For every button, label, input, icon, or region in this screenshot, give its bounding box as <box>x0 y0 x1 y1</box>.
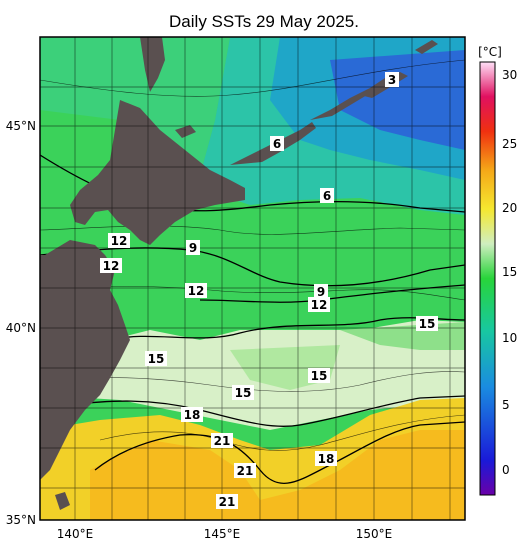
svg-text:15: 15 <box>235 386 252 400</box>
svg-text:21: 21 <box>219 495 236 509</box>
svg-text:12: 12 <box>311 298 328 312</box>
svg-text:20: 20 <box>502 201 517 215</box>
colorbar: [°C] 30 25 20 15 10 5 0 <box>478 45 517 496</box>
svg-text:15: 15 <box>502 265 517 279</box>
contour-label-21: 21 <box>211 433 233 448</box>
svg-text:6: 6 <box>323 189 331 203</box>
svg-text:15: 15 <box>311 369 328 383</box>
svg-text:0: 0 <box>502 463 510 477</box>
contour-label-12: 12 <box>185 283 207 298</box>
lat-label-45: 45°N <box>6 119 36 133</box>
contour-label-15: 15 <box>145 351 167 366</box>
contour-label-6: 6 <box>270 136 284 151</box>
lat-label-35: 35°N <box>6 513 36 527</box>
contour-label-21: 21 <box>216 494 238 509</box>
contour-label-21: 21 <box>234 463 256 478</box>
lon-label-145: 145°E <box>204 527 241 541</box>
svg-text:21: 21 <box>237 464 254 478</box>
svg-text:15: 15 <box>148 352 165 366</box>
contour-label-15: 15 <box>308 368 330 383</box>
lon-label-140: 140°E <box>57 527 94 541</box>
svg-text:6: 6 <box>273 137 281 151</box>
longitude-labels: 140°E 145°E 150°E <box>57 527 393 541</box>
contour-label-18: 18 <box>315 451 337 466</box>
contour-label-15: 15 <box>416 316 438 331</box>
latitude-labels: 45°N 40°N 35°N <box>6 119 36 527</box>
svg-text:18: 18 <box>184 408 201 422</box>
svg-text:12: 12 <box>188 284 205 298</box>
map-frame <box>39 36 466 521</box>
svg-text:12: 12 <box>111 234 128 248</box>
svg-text:10: 10 <box>502 331 517 345</box>
svg-text:18: 18 <box>318 452 335 466</box>
svg-text:12: 12 <box>103 259 120 273</box>
contour-label-18: 18 <box>181 407 203 422</box>
lon-label-150: 150°E <box>356 527 393 541</box>
svg-text:9: 9 <box>189 241 197 255</box>
colorbar-ticks: 30 25 20 15 10 5 0 <box>502 68 517 477</box>
lat-label-40: 40°N <box>6 321 36 335</box>
svg-text:21: 21 <box>214 434 231 448</box>
contour-labels: 3 6 6 9 9 12 12 12 12 15 15 15 15 18 18 … <box>100 72 438 509</box>
contour-label-12: 12 <box>108 233 130 248</box>
contour-label-9: 9 <box>314 284 328 299</box>
colorbar-unit: [°C] <box>478 45 502 59</box>
svg-text:9: 9 <box>317 285 325 299</box>
contour-label-9: 9 <box>186 240 200 255</box>
contour-label-12: 12 <box>100 258 122 273</box>
contour-label-6: 6 <box>320 188 334 203</box>
contour-label-3: 3 <box>385 72 399 87</box>
map-title: Daily SSTs 29 May 2025. <box>169 12 359 31</box>
sst-field <box>40 37 465 520</box>
svg-text:3: 3 <box>388 73 396 87</box>
svg-text:5: 5 <box>502 398 510 412</box>
contour-label-12: 12 <box>308 297 330 312</box>
land <box>40 37 438 510</box>
svg-text:30: 30 <box>502 68 517 82</box>
svg-text:25: 25 <box>502 137 517 151</box>
contour-label-15: 15 <box>232 385 254 400</box>
svg-text:15: 15 <box>419 317 436 331</box>
